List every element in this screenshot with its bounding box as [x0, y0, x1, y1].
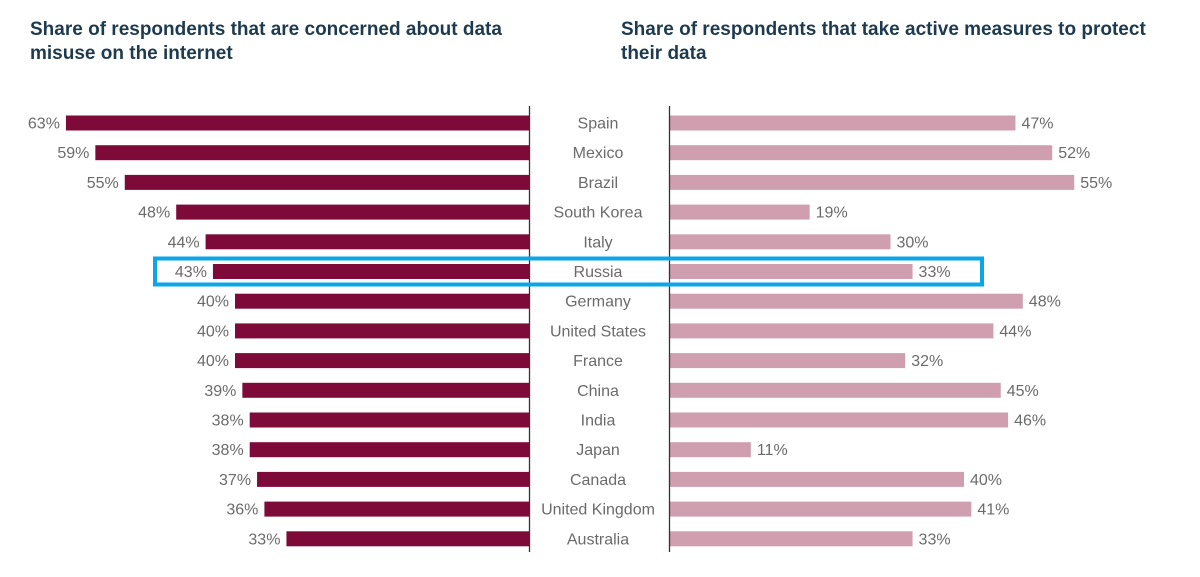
category-label-italy: Italy — [583, 234, 612, 251]
right-value-label-germany: 48% — [1029, 294, 1061, 311]
category-label-australia: Australia — [567, 531, 629, 548]
right-bar-france — [670, 353, 906, 369]
left-value-label-france: 40% — [197, 353, 229, 370]
right-bar-united-kingdom — [670, 501, 972, 517]
left-bar-china — [242, 382, 529, 398]
right-value-label-india: 46% — [1014, 413, 1046, 430]
left-value-label-russia: 43% — [175, 264, 207, 281]
right-value-label-australia: 33% — [919, 531, 951, 548]
left-bar-russia — [212, 264, 529, 279]
right-value-label-united-kingdom: 41% — [977, 502, 1009, 519]
right-bar-italy — [670, 234, 891, 250]
right-chart-title: Share of respondents that take active me… — [621, 19, 1146, 64]
left-bar-united-states — [235, 323, 529, 339]
category-label-japan: Japan — [576, 442, 620, 459]
category-label-mexico: Mexico — [573, 145, 624, 162]
category-labels: Spain Mexico Brazil South Korea Italy Russia G… — [541, 116, 655, 549]
category-label-germany: Germany — [565, 294, 631, 311]
category-label-canada: Canada — [570, 472, 626, 489]
highlight-box-russia — [153, 256, 984, 287]
left-bar-series: 63% 59% 55% 48% 44% 43% 40% 40% 40% 39% 38% 38% 37% 3… — [28, 115, 529, 548]
left-bar-india — [249, 412, 529, 428]
right-bar-canada — [670, 471, 964, 487]
left-value-label-germany: 40% — [197, 294, 229, 311]
category-label-south-korea: South Korea — [554, 205, 643, 222]
left-bar-mexico — [95, 145, 529, 161]
left-value-label-united-states: 40% — [197, 323, 229, 340]
left-value-label-brazil: 55% — [87, 175, 119, 192]
right-bar-japan — [670, 442, 751, 458]
right-bar-united-states — [670, 323, 994, 339]
category-label-china: China — [577, 383, 619, 400]
right-bar-series: 47% 52% 55% 19% 30% 33% 48% 44% 32% 45% 46% 11% 40% 4… — [670, 115, 1112, 548]
left-value-label-canada: 37% — [219, 472, 251, 489]
right-value-label-france: 32% — [911, 353, 943, 370]
left-bar-france — [235, 353, 529, 369]
category-label-france: France — [573, 353, 623, 370]
right-bar-mexico — [670, 145, 1053, 161]
right-value-label-japan: 11% — [757, 442, 788, 459]
right-bar-india — [670, 412, 1009, 428]
right-value-label-spain: 47% — [1021, 116, 1053, 133]
right-value-label-canada: 40% — [970, 472, 1002, 489]
left-bar-united-kingdom — [264, 501, 529, 517]
category-label-brazil: Brazil — [578, 175, 618, 192]
left-chart-title: Share of respondents that are concerned … — [30, 19, 502, 64]
category-label-united-kingdom: United Kingdom — [541, 502, 655, 519]
right-bar-russia — [670, 264, 913, 279]
right-bar-china — [670, 382, 1001, 398]
left-value-label-japan: 38% — [212, 442, 244, 459]
left-bar-italy — [205, 234, 529, 250]
right-bar-brazil — [670, 174, 1075, 190]
left-bar-canada — [257, 471, 529, 487]
right-bar-south-korea — [670, 204, 810, 220]
right-bar-australia — [670, 531, 913, 547]
left-bar-spain — [65, 115, 529, 131]
left-value-label-spain: 63% — [28, 116, 60, 133]
left-bar-brazil — [124, 174, 529, 190]
left-bar-germany — [235, 293, 529, 309]
category-label-india: India — [581, 413, 616, 430]
left-value-label-india: 38% — [212, 413, 244, 430]
left-bar-australia — [286, 531, 529, 547]
right-value-label-russia: 33% — [919, 264, 951, 281]
left-bar-south-korea — [176, 204, 529, 220]
right-value-label-brazil: 55% — [1080, 175, 1112, 192]
right-bar-germany — [670, 293, 1023, 309]
right-value-label-mexico: 52% — [1058, 145, 1090, 162]
category-label-united-states: United States — [550, 323, 646, 340]
right-value-label-china: 45% — [1007, 383, 1039, 400]
right-bar-spain — [670, 115, 1016, 131]
left-value-label-united-kingdom: 36% — [226, 502, 258, 519]
right-value-label-united-states: 44% — [999, 323, 1031, 340]
category-label-russia: Russia — [574, 264, 623, 281]
right-value-label-italy: 30% — [897, 234, 929, 251]
right-value-label-south-korea: 19% — [816, 205, 848, 222]
category-label-spain: Spain — [578, 116, 619, 133]
left-value-label-italy: 44% — [168, 234, 200, 251]
left-value-label-south-korea: 48% — [138, 205, 170, 222]
left-value-label-china: 39% — [204, 383, 236, 400]
left-bar-japan — [249, 442, 529, 458]
left-value-label-australia: 33% — [248, 531, 280, 548]
left-value-label-mexico: 59% — [57, 145, 89, 162]
